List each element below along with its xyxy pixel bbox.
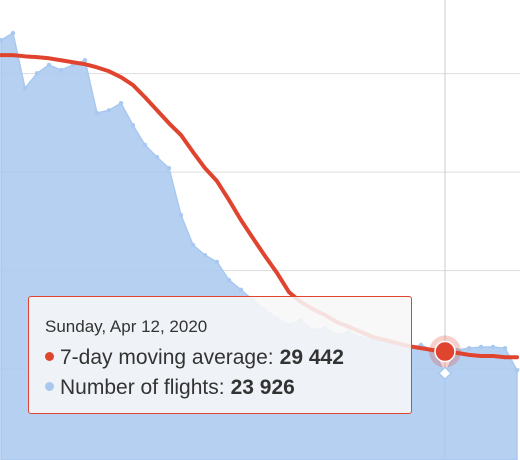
- highlight-point: [434, 340, 456, 363]
- tooltip-value: 29 442: [279, 346, 344, 369]
- tooltip: Sunday, Apr 12, 2020 7-day moving averag…: [28, 296, 412, 414]
- point: [166, 165, 172, 171]
- point: [130, 123, 136, 128]
- point: [238, 287, 244, 293]
- point: [478, 344, 484, 350]
- point: [154, 154, 160, 160]
- point: [514, 368, 520, 373]
- point: [82, 58, 88, 63]
- point: [466, 345, 472, 351]
- point: [0, 37, 4, 43]
- point: [94, 110, 100, 116]
- tooltip-row: 7-day moving average29 442: [45, 343, 411, 373]
- point: [226, 277, 232, 283]
- legend-dot: [45, 382, 54, 391]
- line: [0, 53, 519, 360]
- highlight-point: [437, 366, 453, 381]
- tooltip-row: Number of flights23 926: [45, 373, 411, 403]
- point: [46, 62, 52, 68]
- point: [490, 344, 496, 350]
- point: [34, 71, 40, 76]
- point: [118, 100, 124, 106]
- point: [10, 30, 16, 36]
- point: [58, 67, 64, 73]
- point: [190, 242, 196, 248]
- tooltip-value: 23 926: [230, 376, 295, 399]
- point: [214, 259, 220, 265]
- tooltip-date: Sunday, Apr 12, 2020: [45, 317, 208, 336]
- legend-dot: [45, 352, 54, 361]
- legend-label: 7-day moving average: [60, 346, 274, 369]
- point: [22, 86, 28, 91]
- point: [202, 253, 208, 258]
- point: [106, 108, 112, 113]
- legend-label: Number of flights: [60, 376, 225, 399]
- point: [502, 345, 508, 351]
- point: [178, 212, 184, 218]
- point: [142, 142, 148, 148]
